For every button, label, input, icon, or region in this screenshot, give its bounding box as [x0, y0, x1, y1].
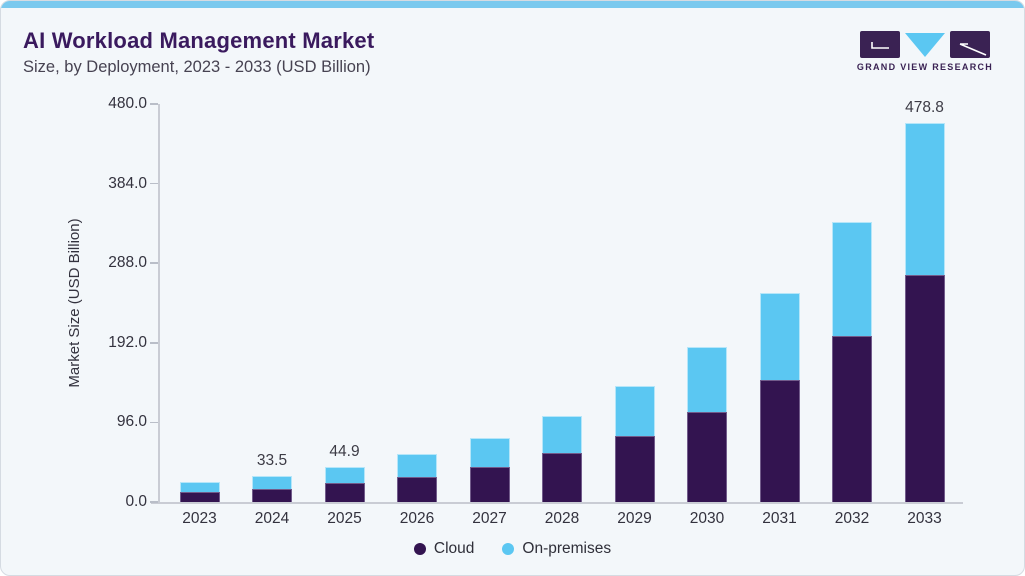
card-top-accent-strip: [1, 1, 1024, 8]
y-tick-label: 288.0: [108, 254, 147, 272]
legend-item-on-premises: On-premises: [502, 540, 611, 558]
legend-label: Cloud: [433, 540, 475, 557]
grand-view-research-logo: GRAND VIEW RESEARCH: [854, 30, 996, 72]
bar-segment-on-premises-2028: [542, 415, 582, 454]
bar-segment-cloud-2024: [252, 488, 292, 502]
x-tick-label-2032: 2032: [834, 510, 870, 527]
logo-v-triangle-icon: [905, 32, 945, 57]
bar-segment-on-premises-2027: [469, 437, 510, 467]
bar-segment-cloud-2025: [324, 483, 365, 502]
bar-segment-on-premises-2032: [832, 221, 872, 336]
bar-segment-cloud-2032: [832, 335, 872, 502]
x-tick-label-2029: 2029: [617, 510, 652, 527]
bar-segment-on-premises-2026: [397, 454, 437, 477]
y-tick-label: 0.0: [125, 493, 147, 510]
page-title: AI Workload Management Market: [23, 28, 375, 53]
bar-segment-on-premises-2029: [614, 386, 655, 436]
bar-segment-on-premises-2023: [179, 482, 220, 493]
legend-item-cloud: Cloud: [413, 540, 475, 558]
bar-segment-cloud-2023: [179, 492, 220, 502]
y-tick-mark: [150, 262, 158, 264]
x-tick-label-2027: 2027: [472, 510, 507, 527]
y-axis-title: Market Size (USD Billion): [66, 218, 83, 388]
y-tick-mark: [150, 501, 158, 503]
x-tick-label-2028: 2028: [544, 510, 580, 527]
legend-swatch-icon: [413, 543, 426, 555]
logo-r-block-icon: [950, 30, 990, 58]
y-tick-mark: [150, 182, 158, 185]
y-tick-label: 384.0: [108, 174, 147, 192]
page-subtitle: Size, by Deployment, 2023 - 2033 (USD Bi…: [23, 58, 371, 76]
bar-segment-cloud-2026: [397, 476, 437, 502]
bar-segment-cloud-2033: [904, 275, 945, 502]
chart-legend: Cloud On-premises: [1, 539, 1024, 559]
bar-segment-on-premises-2025: [324, 466, 365, 484]
bar-segment-cloud-2031: [759, 379, 800, 502]
logo-g-block-icon: [860, 30, 900, 58]
x-axis-line: [151, 502, 963, 504]
y-tick-mark: [150, 421, 158, 424]
logo-wordmark: GRAND VIEW RESEARCH: [856, 62, 994, 72]
y-axis-line: [158, 104, 160, 502]
bar-segment-on-premises-2031: [759, 293, 800, 380]
y-tick-label: 192.0: [108, 333, 147, 351]
x-tick-label-2026: 2026: [399, 510, 435, 527]
y-tick-mark: [150, 103, 158, 105]
y-tick-label: 96.0: [116, 413, 147, 431]
bar-value-label-2024: 33.5: [256, 451, 288, 469]
bar-value-label-2033: 478.8: [905, 99, 944, 117]
bar-segment-on-premises-2033: [904, 123, 945, 276]
bar-segment-cloud-2029: [614, 435, 655, 502]
x-tick-label-2024: 2024: [254, 510, 290, 527]
bar-segment-cloud-2028: [542, 453, 582, 502]
bar-segment-on-premises-2024: [252, 475, 292, 489]
bar-segment-cloud-2027: [469, 466, 510, 502]
x-tick-label-2030: 2030: [689, 510, 725, 527]
legend-label: On-premises: [522, 540, 612, 557]
y-tick-label: 480.0: [108, 95, 147, 112]
x-tick-label-2023: 2023: [182, 510, 217, 527]
x-tick-label-2031: 2031: [762, 510, 797, 527]
x-tick-label-2025: 2025: [327, 510, 362, 527]
y-tick-mark: [150, 342, 158, 344]
bar-segment-on-premises-2030: [687, 346, 727, 413]
bar-segment-cloud-2030: [687, 412, 727, 502]
x-tick-label-2033: 2033: [907, 510, 942, 527]
logo-glyph-row: [854, 30, 996, 58]
legend-swatch-icon: [502, 543, 515, 555]
bar-value-label-2025: 44.9: [329, 442, 360, 460]
